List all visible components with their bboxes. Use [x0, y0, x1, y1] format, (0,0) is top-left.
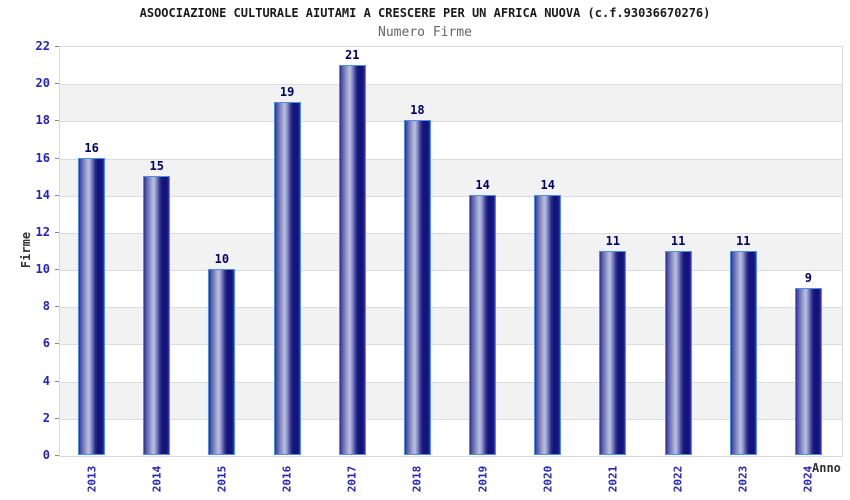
bar-value-label: 14	[475, 177, 490, 192]
x-tick-label: 2020	[541, 465, 555, 493]
x-tick-label: 2019	[476, 465, 490, 493]
y-tick-label: 6	[42, 336, 50, 351]
plot-band	[60, 195, 842, 233]
y-tick-label: 16	[35, 150, 50, 165]
plot-band	[60, 344, 842, 382]
x-tick-label: 2024	[801, 465, 815, 493]
x-tick-label: 2015	[215, 465, 229, 493]
bar	[729, 250, 757, 455]
plot-band	[60, 270, 842, 308]
plot-band	[60, 307, 842, 345]
y-tick-label: 0	[42, 448, 50, 462]
plot-band	[60, 121, 842, 159]
y-tick-label: 22	[35, 39, 50, 53]
bar-value-label: 16	[84, 140, 99, 155]
bar	[664, 250, 692, 455]
y-tick-label: 18	[35, 113, 50, 128]
bar-value-label: 11	[670, 233, 686, 248]
x-tick-label: 2022	[671, 465, 685, 493]
y-tick-mark	[55, 269, 59, 271]
y-tick-mark	[55, 120, 59, 122]
bar	[143, 176, 171, 455]
bar-value-label: 18	[410, 103, 425, 118]
bar-value-label: 15	[149, 159, 164, 174]
chart-title: ASOOCIAZIONE CULTURALE AIUTAMI A CRESCER…	[139, 6, 711, 20]
y-tick-mark	[55, 231, 59, 233]
bar	[403, 120, 431, 455]
bar-value-label: 11	[605, 233, 621, 248]
bar	[469, 194, 497, 455]
y-tick-label: 20	[35, 76, 50, 91]
y-axis-title: Firme	[19, 231, 33, 269]
y-tick-mark	[55, 455, 59, 456]
x-axis-title: Anno	[812, 461, 841, 475]
y-tick-mark	[55, 46, 59, 47]
plot-band	[60, 418, 842, 456]
y-tick-mark	[55, 83, 59, 85]
chart-subtitle: Numero Firme	[378, 25, 472, 40]
x-tick-label: 2023	[736, 465, 750, 493]
bar	[534, 194, 562, 455]
bar-value-label: 14	[540, 177, 555, 192]
y-tick-mark	[55, 343, 59, 345]
bar	[208, 269, 236, 455]
x-tick-label: 2021	[606, 465, 620, 493]
x-tick-label: 2018	[410, 465, 424, 493]
bar	[338, 64, 366, 455]
plot-band	[60, 158, 842, 196]
y-tick-label: 12	[35, 224, 50, 239]
bar-value-label: 11	[736, 233, 751, 248]
plot-band	[60, 84, 842, 122]
bar	[78, 157, 106, 455]
y-tick-mark	[55, 417, 59, 419]
y-tick-mark	[55, 380, 59, 382]
x-tick-label: 2016	[280, 465, 294, 493]
bar-value-label: 9	[804, 270, 813, 285]
bar-value-label: 21	[345, 47, 360, 62]
y-tick-mark	[55, 194, 59, 196]
y-tick-label: 10	[35, 262, 50, 277]
x-tick-label: 2014	[150, 465, 164, 493]
y-tick-label: 2	[42, 410, 50, 425]
x-tick-label: 2017	[345, 465, 359, 493]
bar	[599, 250, 627, 455]
plot-area	[59, 46, 843, 457]
plot-band	[60, 381, 842, 419]
bar	[794, 287, 822, 455]
y-tick-label: 14	[35, 187, 50, 202]
y-tick-mark	[55, 157, 59, 159]
plot-band	[60, 232, 842, 271]
y-tick-mark	[55, 306, 59, 308]
y-tick-label: 8	[42, 299, 50, 314]
bar-value-label: 19	[279, 84, 295, 99]
plot-band	[60, 47, 842, 85]
x-tick-label: 2013	[85, 465, 99, 493]
y-tick-label: 4	[42, 373, 50, 388]
bar	[273, 101, 301, 455]
bar-value-label: 10	[214, 252, 230, 267]
